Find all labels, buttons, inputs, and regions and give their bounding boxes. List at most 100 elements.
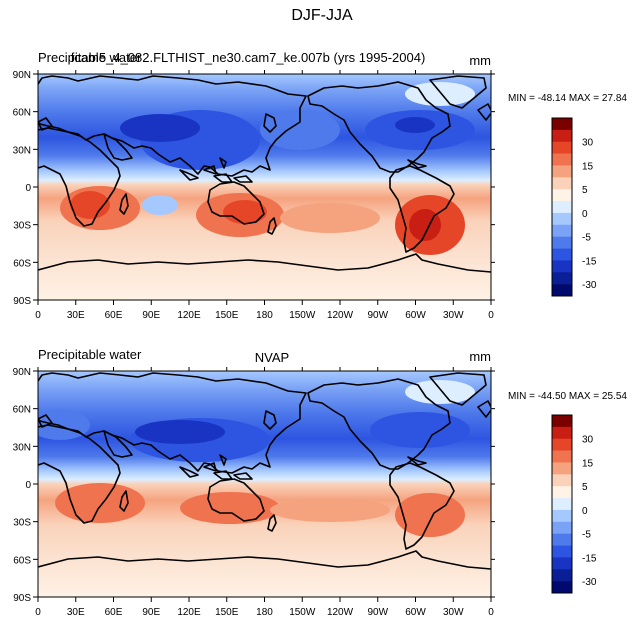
colorbar-swatch: [552, 165, 572, 178]
colorbar-label: -15: [582, 256, 597, 267]
x-tick-label: 60W: [405, 607, 426, 618]
colorbar-label: -30: [582, 577, 597, 588]
y-tick-label: 60N: [13, 108, 31, 119]
panel-units: mm: [469, 53, 491, 68]
x-tick-label: 60W: [405, 310, 426, 321]
x-tick-label: 90E: [142, 607, 160, 618]
colorbar-swatch: [552, 426, 572, 440]
x-tick-label: 180: [256, 607, 273, 618]
y-axis: 90N 60N 30N 0 30S 60S 90S: [13, 367, 495, 604]
anomaly-blobs: [60, 82, 475, 255]
x-tick-label: 0: [35, 607, 41, 618]
panel-observation: Precipitable water NVAP mm MIN = -44.50 …: [13, 347, 628, 618]
x-tick-label: 150W: [289, 310, 316, 321]
colorbar-swatch: [552, 177, 572, 190]
panel-units: mm: [469, 349, 491, 364]
x-tick-label: 30E: [67, 310, 85, 321]
x-tick-label: 30E: [67, 607, 85, 618]
colorbar-swatch: [552, 118, 572, 131]
colorbar-label: -5: [582, 530, 591, 541]
colorbar-swatch: [552, 498, 572, 511]
y-tick-label: 30S: [13, 221, 31, 232]
x-tick-label: 120E: [177, 310, 201, 321]
colorbar-swatch: [552, 129, 572, 143]
x-tick-label: 120W: [327, 607, 354, 618]
x-tick-label: 120W: [327, 310, 354, 321]
x-tick-label: 60E: [105, 310, 123, 321]
x-tick-label: 150W: [289, 607, 316, 618]
colorbar-swatch: [552, 201, 572, 214]
y-tick-label: 90N: [13, 367, 31, 378]
colorbar-frame: [551, 414, 573, 594]
colorbar-swatch: [552, 462, 572, 475]
colorbar-swatch: [552, 545, 572, 558]
y-tick-label: 0: [25, 480, 31, 491]
colorbar-label: 15: [582, 161, 594, 172]
colorbar-swatch: [552, 486, 572, 499]
y-tick-label: 30N: [13, 145, 31, 156]
colorbar-frame: [551, 117, 573, 297]
y-tick-label: 30N: [13, 442, 31, 453]
x-tick-label: 30W: [443, 310, 464, 321]
colorbar-swatch: [552, 284, 572, 297]
panel-model: Precipitable water fcam5_4_082.FLTHIST_n…: [13, 50, 628, 321]
x-tick-label: 0: [35, 310, 41, 321]
x-tick-label: 90W: [367, 310, 388, 321]
x-tick-label: 30W: [443, 607, 464, 618]
y-axis: 90N 60N 30N 0 30S 60S 90S: [13, 70, 495, 307]
colorbar-label: -5: [582, 233, 591, 244]
x-tick-label: 150E: [215, 607, 239, 618]
map-field: [38, 74, 491, 300]
y-tick-label: 90S: [13, 593, 31, 604]
x-tick-label: 180: [256, 310, 273, 321]
colorbar-label: 0: [582, 506, 588, 517]
x-tick-label: 60E: [105, 607, 123, 618]
colorbar-swatch: [552, 212, 572, 226]
colorbar-swatch: [552, 438, 572, 451]
x-tick-label: 90E: [142, 310, 160, 321]
colorbar-swatch: [552, 260, 572, 273]
x-tick-label: 0: [488, 607, 494, 618]
x-axis: 0 30E 60E 90E 120E 150E 180 150W 120W 90W 60W 30W 0: [35, 367, 494, 618]
colorbar-label: 30: [582, 138, 594, 149]
colorbar-label: 5: [582, 482, 588, 493]
panel-left-title: Precipitable water: [38, 347, 142, 362]
x-tick-label: 0: [488, 310, 494, 321]
colorbar-swatch: [552, 581, 572, 594]
colorbar-swatch: [552, 189, 572, 202]
colorbar-swatch: [552, 533, 572, 546]
colorbar: 30 15 5 0 -5 -15 -30: [551, 414, 597, 594]
colorbar-label: 5: [582, 185, 588, 196]
colorbar-swatch: [552, 141, 572, 154]
colorbar-swatch: [552, 224, 572, 237]
colorbar-swatch: [552, 248, 572, 261]
colorbar-label: 0: [582, 209, 588, 220]
y-tick-label: 90N: [13, 70, 31, 81]
colorbar-swatch: [552, 236, 572, 249]
x-tick-label: 90W: [367, 607, 388, 618]
colorbar-swatch: [552, 415, 572, 428]
y-tick-label: 60S: [13, 555, 31, 566]
colorbar-swatch: [552, 272, 572, 285]
colorbar-swatch: [552, 153, 572, 166]
colorbar-label: 30: [582, 435, 594, 446]
colorbar-swatch: [552, 521, 572, 534]
x-tick-label: 150E: [215, 310, 239, 321]
panel-title: fcam5_4_082.FLTHIST_ne30.cam7_ke.007b (y…: [71, 50, 426, 65]
y-tick-label: 60N: [13, 405, 31, 416]
y-tick-label: 60S: [13, 258, 31, 269]
colorbar-swatch: [552, 450, 572, 463]
colorbar-swatch: [552, 509, 572, 523]
y-tick-label: 0: [25, 183, 31, 194]
map-field: [38, 371, 491, 597]
panel-stats: MIN = -48.14 MAX = 27.84: [508, 93, 627, 104]
anomaly-blobs: [38, 380, 475, 537]
x-axis: 0 30E 60E 90E 120E 150E 180 150W 120W 90W 60W 30W 0: [35, 70, 494, 321]
x-tick-label: 120E: [177, 607, 201, 618]
panel-stats: MIN = -44.50 MAX = 25.54: [508, 391, 627, 402]
colorbar-label: -30: [582, 280, 597, 291]
colorbar-label: -15: [582, 553, 597, 564]
y-tick-label: 90S: [13, 296, 31, 307]
panel-title: NVAP: [255, 350, 289, 365]
